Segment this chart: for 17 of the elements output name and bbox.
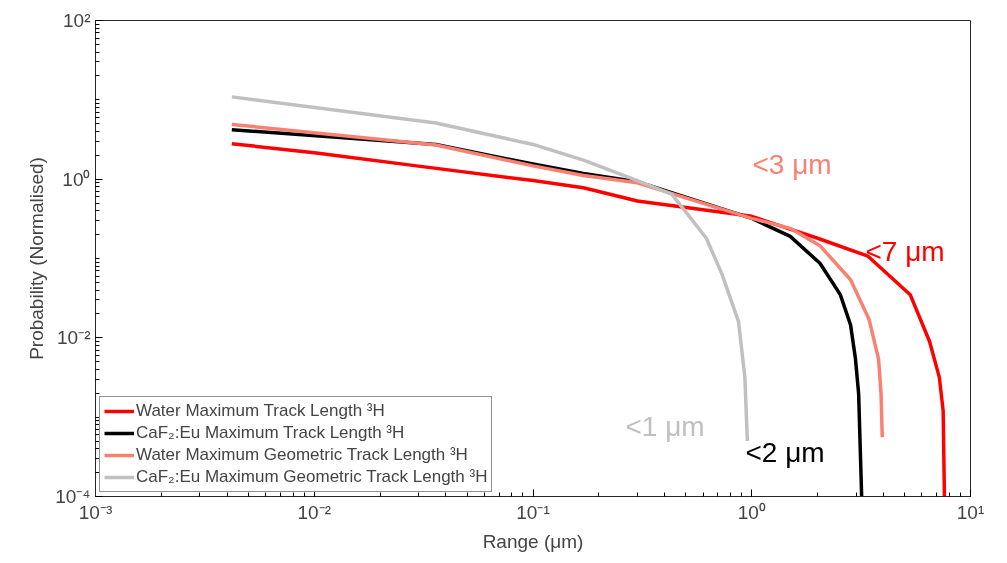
x-tick-label: 10⁻¹ [516, 501, 550, 523]
annotation: <1 μm [625, 411, 705, 442]
annotation: <3 μm [752, 149, 832, 180]
x-tick-label: 10¹ [956, 501, 985, 523]
x-axis-title: Range (μm) [482, 530, 584, 552]
legend-label: CaF₂:Eu Maximum Track Length ³H [136, 423, 405, 443]
y-axis-title: Probability (Normalised) [26, 157, 48, 360]
legend-label: Water Maximum Geometric Track Length ³H [136, 445, 468, 465]
annotation: <7 μm [865, 236, 945, 267]
y-tick-label: 10⁰ [62, 168, 91, 190]
annotation: <2 μm [745, 437, 825, 468]
x-tick-label: 10⁰ [737, 501, 766, 523]
y-tick-label: 10⁻² [57, 327, 91, 349]
legend-label: CaF₂:Eu Maximum Geometric Track Length ³H [136, 467, 488, 487]
x-tick-label: 10⁻² [297, 501, 331, 523]
legend-label: Water Maximum Track Length ³H [136, 401, 385, 421]
y-tick-label: 10² [63, 10, 91, 31]
